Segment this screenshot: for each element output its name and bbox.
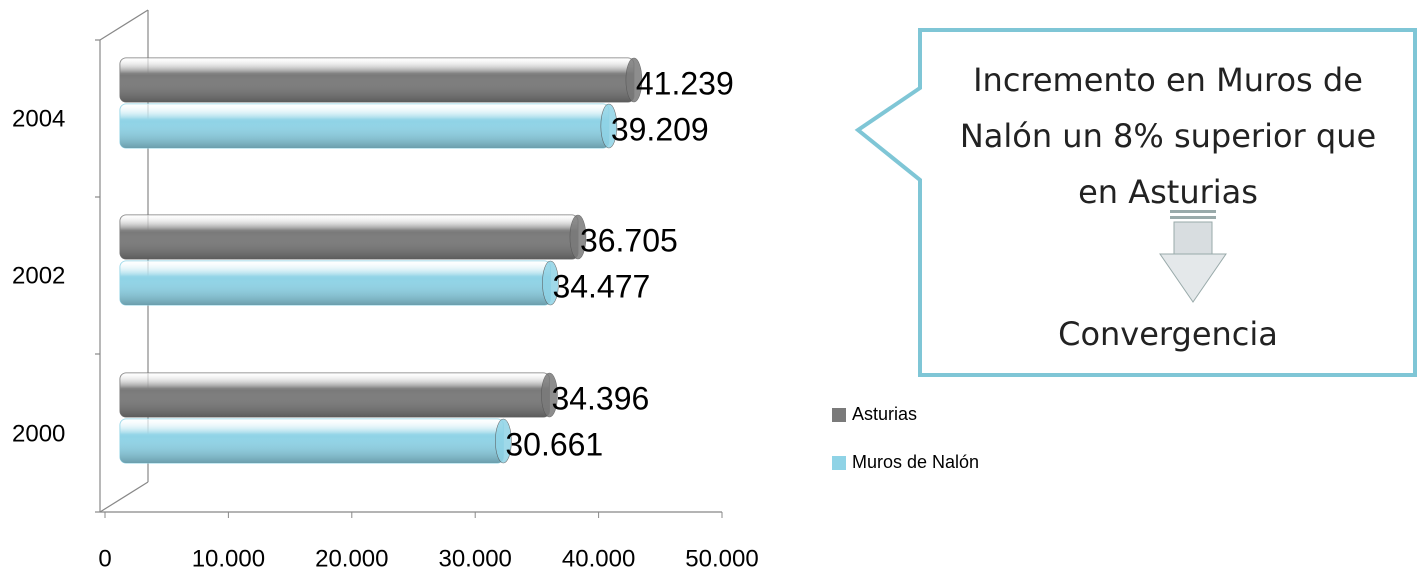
callout-conclusion: Convergencia — [1058, 315, 1278, 353]
callout-text: Incremento en Muros de Nalón un 8% super… — [959, 61, 1377, 211]
bar-cap — [625, 57, 643, 103]
arrow-icon — [1159, 210, 1227, 303]
legend-swatch — [832, 456, 846, 470]
x-tick-label: 20.000 — [315, 545, 388, 572]
bar-shade — [120, 419, 504, 463]
x-tick-label: 30.000 — [438, 545, 511, 572]
value-label: 36.705 — [580, 222, 678, 258]
bar-shade — [120, 104, 609, 148]
legend-label: Asturias — [852, 404, 917, 424]
bar-shade — [120, 215, 578, 259]
x-tick-label: 40.000 — [562, 545, 635, 572]
x-tick-label: 0 — [98, 545, 111, 572]
value-label: 34.396 — [551, 380, 649, 416]
value-label: 30.661 — [505, 426, 603, 462]
bar-cap — [600, 103, 618, 149]
value-label: 39.209 — [611, 111, 709, 147]
bar-cap — [569, 214, 587, 260]
x-tick-label: 10.000 — [192, 545, 265, 572]
legend-label: Muros de Nalón — [852, 452, 979, 472]
bar-cap — [495, 418, 512, 464]
y-tick-label: 2000 — [12, 420, 65, 447]
legend-swatch — [832, 408, 846, 422]
bar-shade — [120, 58, 634, 102]
bar-shade — [120, 373, 550, 417]
bar-cap — [541, 372, 558, 418]
value-label: 41.239 — [636, 65, 734, 101]
value-label: 34.477 — [552, 268, 650, 304]
x-tick-label: 50.000 — [685, 545, 758, 572]
y-tick-label: 2004 — [12, 105, 65, 132]
callout: Incremento en Muros de Nalón un 8% super… — [854, 28, 1417, 377]
bar-cap — [542, 260, 559, 306]
y-tick-label: 2002 — [12, 262, 65, 289]
bar-shade — [120, 261, 551, 305]
